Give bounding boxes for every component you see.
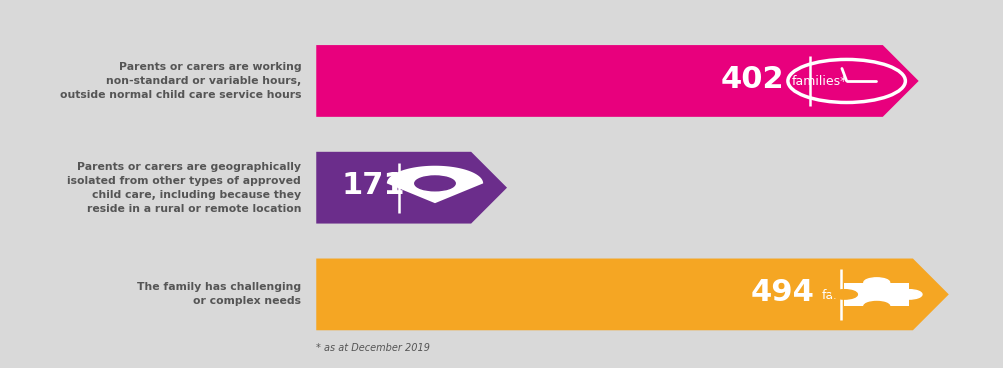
Polygon shape xyxy=(316,45,918,117)
Text: 402: 402 xyxy=(719,65,783,93)
Text: The family has challenging
or complex needs: The family has challenging or complex ne… xyxy=(137,282,301,307)
Text: families*: families* xyxy=(820,289,876,302)
Text: 494: 494 xyxy=(749,278,813,307)
Text: 171: 171 xyxy=(341,171,404,200)
Text: families*: families* xyxy=(412,182,467,195)
Text: Parents or carers are geographically
isolated from other types of approved
child: Parents or carers are geographically iso… xyxy=(67,162,301,214)
Text: Parents or carers are working
non-standard or variable hours,
outside normal chi: Parents or carers are working non-standa… xyxy=(59,62,301,100)
Text: * as at December 2019: * as at December 2019 xyxy=(316,343,430,353)
Circle shape xyxy=(863,278,889,287)
Polygon shape xyxy=(316,258,948,330)
Circle shape xyxy=(414,176,454,191)
Circle shape xyxy=(896,290,921,299)
Circle shape xyxy=(830,290,857,299)
Circle shape xyxy=(863,301,889,311)
Polygon shape xyxy=(386,166,482,203)
Polygon shape xyxy=(316,152,507,224)
Bar xyxy=(844,283,908,306)
Text: families*: families* xyxy=(790,75,846,88)
